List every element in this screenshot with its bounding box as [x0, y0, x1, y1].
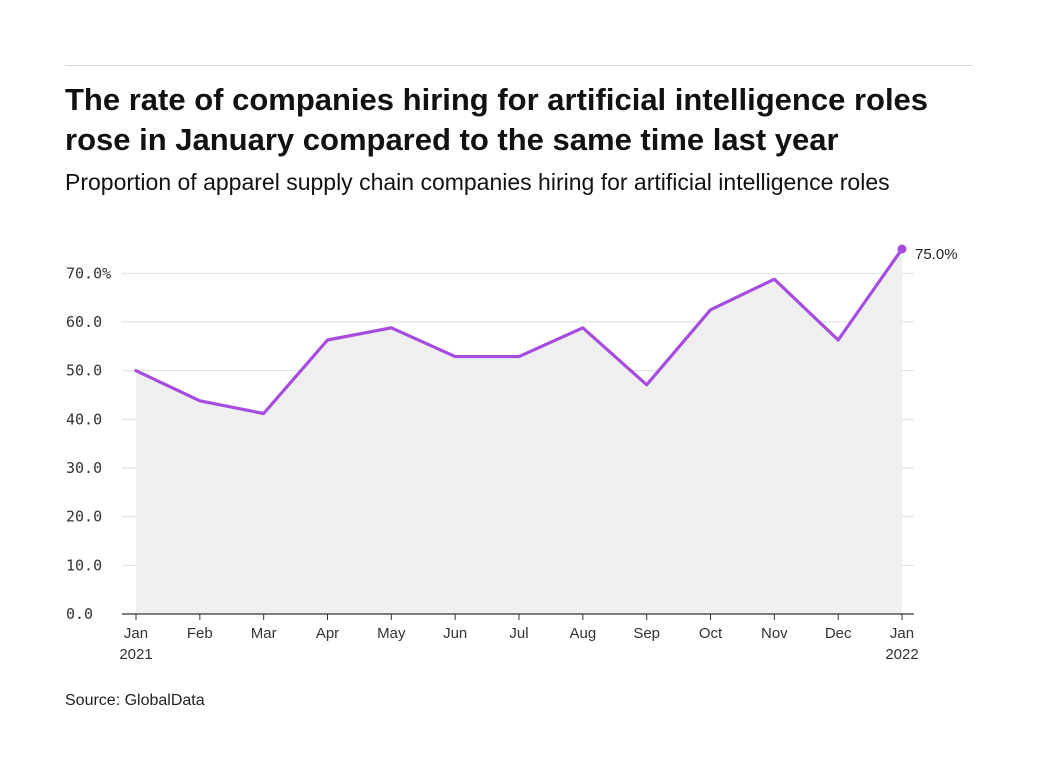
top-rule: [65, 65, 973, 66]
y-tick-label: 50.0: [66, 362, 102, 380]
series-line: [134, 247, 904, 416]
x-tick-label: Mar: [251, 625, 277, 642]
series-line-layer: [134, 244, 907, 416]
labels: 0.0 10.0 20.0 30.0 40.0 50.0 60.0 70.0% Jan 2021 F…: [66, 246, 958, 663]
x-tick-label: Aug: [569, 625, 596, 642]
area-fill: [136, 249, 902, 614]
y-tick-label: 10.0: [66, 556, 102, 574]
x-tick-label: Feb: [187, 625, 213, 642]
y-tick-label: 40.0: [66, 410, 102, 428]
x-tick-label: Oct: [699, 625, 723, 642]
x-tick-label: Dec: [825, 625, 852, 642]
axes: [122, 613, 914, 620]
y-tick-label: 30.0: [66, 459, 102, 477]
y-tick-label: 70.0%: [66, 264, 111, 282]
y-tick-label: 0.0: [66, 605, 93, 623]
end-value-label: 75.0%: [915, 246, 958, 263]
chart-title: The rate of companies hiring for artific…: [65, 82, 929, 157]
chart-subtitle: Proportion of apparel supply chain compa…: [65, 169, 890, 195]
area-layer: [136, 249, 902, 614]
x-tick-label: Jan: [124, 625, 148, 642]
x-tick-label: Jul: [509, 625, 528, 642]
source-note: Source: GlobalData: [65, 692, 205, 709]
x-tick-label: Nov: [761, 625, 788, 642]
x-tick-label: Jan: [890, 625, 914, 642]
x-tick-label: Apr: [316, 625, 339, 642]
end-point-marker: [897, 244, 907, 254]
x-tick-label: Sep: [633, 625, 660, 642]
x-tick-sublabel: 2021: [119, 646, 152, 663]
x-tick-label: May: [377, 625, 406, 642]
x-tick-label: Jun: [443, 625, 467, 642]
x-tick-sublabel: 2022: [885, 646, 918, 663]
y-tick-label: 60.0: [66, 313, 102, 331]
y-tick-label: 20.0: [66, 508, 102, 526]
